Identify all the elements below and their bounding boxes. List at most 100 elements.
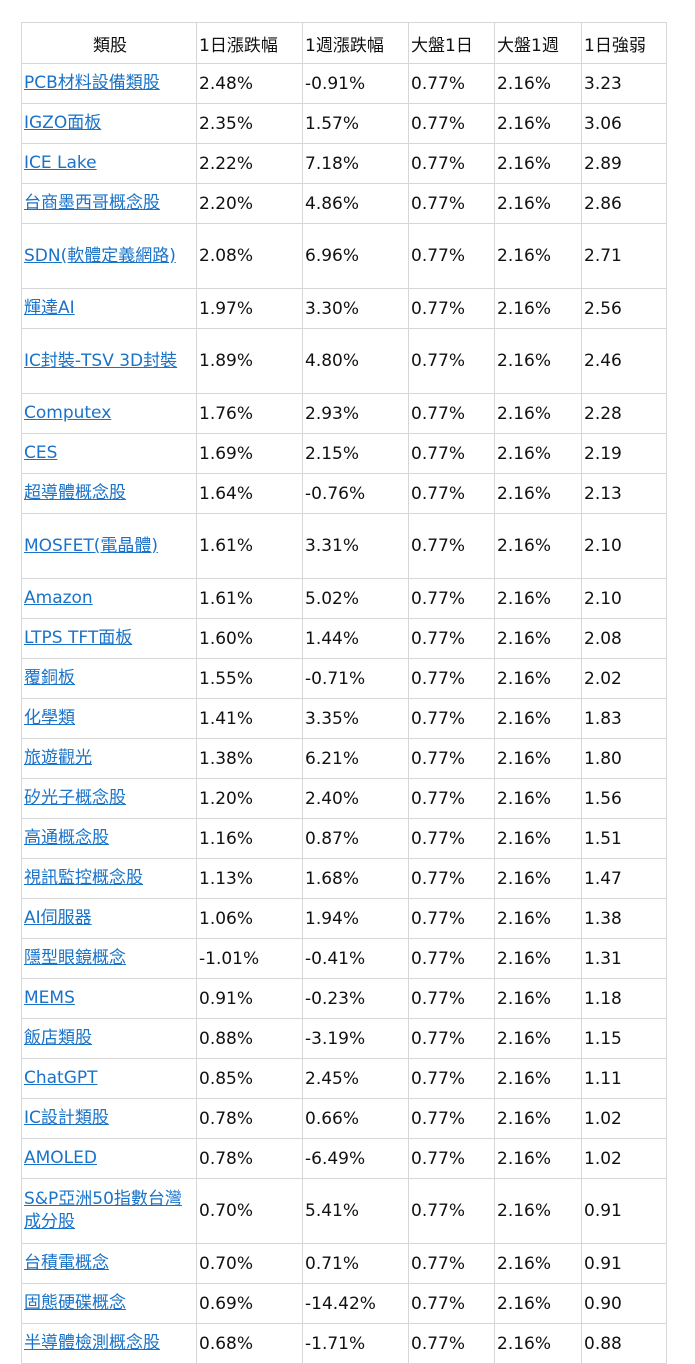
cell-1day-change: 1.20% [196,778,303,819]
cell-1day-strength: 2.13 [581,473,667,514]
cell-market-1day: 0.77% [408,103,495,144]
cell-1week-change: 4.80% [302,328,409,394]
cell-1day-strength: 2.02 [581,658,667,699]
sector-link[interactable]: 覆銅板 [24,668,75,688]
cell-sector: IGZO面板 [21,103,197,144]
cell-market-1week: 2.16% [494,698,582,739]
table-row: 矽光子概念股 1.20% 2.40% 0.77% 2.16% 1.56 [21,778,667,819]
cell-sector: 隱型眼鏡概念 [21,938,197,979]
sector-link[interactable]: IC設計類股 [24,1108,109,1128]
cell-sector: 台積電概念 [21,1243,197,1284]
cell-1week-change: 3.31% [302,513,409,579]
cell-1week-change: -1.71% [302,1323,409,1364]
sector-link[interactable]: 飯店類股 [24,1028,92,1048]
cell-sector: 台商墨西哥概念股 [21,183,197,224]
sector-link[interactable]: 矽光子概念股 [24,788,126,808]
cell-1day-strength: 1.15 [581,1018,667,1059]
table-row: Amazon 1.61% 5.02% 0.77% 2.16% 2.10 [21,578,667,619]
cell-sector: CES [21,433,197,474]
cell-sector: 高通概念股 [21,818,197,859]
cell-sector: 固態硬碟概念 [21,1283,197,1324]
cell-1day-strength: 3.23 [581,63,667,104]
sector-link[interactable]: MOSFET(電晶體) [24,535,159,556]
table-row: LTPS TFT面板 1.60% 1.44% 0.77% 2.16% 2.08 [21,618,667,659]
cell-1day-change: 0.91% [196,978,303,1019]
sector-link[interactable]: 半導體檢測概念股 [24,1333,160,1353]
sector-link[interactable]: LTPS TFT面板 [24,628,133,648]
sector-link[interactable]: 超導體概念股 [24,483,126,503]
cell-1day-strength: 1.38 [581,898,667,939]
cell-market-1week: 2.16% [494,513,582,579]
cell-1day-change: 0.78% [196,1138,303,1179]
sector-link[interactable]: 輝達AI [24,298,75,318]
table-row: 輝達AI 1.97% 3.30% 0.77% 2.16% 2.56 [21,288,667,329]
table-row: IC封裝-TSV 3D封裝 1.89% 4.80% 0.77% 2.16% 2.46 [21,328,667,394]
sector-link[interactable]: CES [24,443,58,463]
cell-1week-change: 2.15% [302,433,409,474]
cell-market-1day: 0.77% [408,223,495,289]
sector-link[interactable]: 化學類 [24,708,75,728]
cell-sector: AI伺服器 [21,898,197,939]
cell-market-1day: 0.77% [408,433,495,474]
cell-1day-change: 1.06% [196,898,303,939]
cell-market-1week: 2.16% [494,143,582,184]
cell-market-1week: 2.16% [494,938,582,979]
cell-1week-change: 2.93% [302,393,409,434]
table-row: S&P亞洲50指數台灣成分股 0.70% 5.41% 0.77% 2.16% 0.91 [21,1178,667,1244]
cell-1day-change: 1.38% [196,738,303,779]
cell-1week-change: -3.19% [302,1018,409,1059]
cell-market-1day: 0.77% [408,1323,495,1364]
cell-1week-change: 4.86% [302,183,409,224]
table-row: 台積電概念 0.70% 0.71% 0.77% 2.16% 0.91 [21,1243,667,1284]
cell-sector: 超導體概念股 [21,473,197,514]
cell-1week-change: -6.49% [302,1138,409,1179]
sector-link[interactable]: 隱型眼鏡概念 [24,948,126,968]
sector-link[interactable]: IC封裝-TSV 3D封裝 [24,350,178,371]
table-row: 覆銅板 1.55% -0.71% 0.77% 2.16% 2.02 [21,658,667,699]
sector-link[interactable]: MEMS [24,988,75,1008]
cell-market-1week: 2.16% [494,578,582,619]
sector-link[interactable]: ICE Lake [24,153,97,173]
cell-1week-change: 6.96% [302,223,409,289]
cell-1day-change: 1.61% [196,578,303,619]
sector-link[interactable]: S&P亞洲50指數台灣成分股 [24,1189,182,1232]
sector-link[interactable]: Computex [24,403,112,423]
sector-link[interactable]: 高通概念股 [24,828,109,848]
cell-market-1week: 2.16% [494,738,582,779]
cell-market-1day: 0.77% [408,1098,495,1139]
sector-link[interactable]: 台積電概念 [24,1253,109,1273]
table-row: MOSFET(電晶體) 1.61% 3.31% 0.77% 2.16% 2.10 [21,513,667,579]
cell-1week-change: -0.23% [302,978,409,1019]
cell-sector: 半導體檢測概念股 [21,1323,197,1364]
table-row: AI伺服器 1.06% 1.94% 0.77% 2.16% 1.38 [21,898,667,939]
cell-market-1day: 0.77% [408,898,495,939]
sector-link[interactable]: AI伺服器 [24,908,92,928]
cell-1week-change: 3.35% [302,698,409,739]
sector-link[interactable]: Amazon [24,588,93,608]
cell-1day-strength: 1.02 [581,1098,667,1139]
sector-link[interactable]: 旅遊觀光 [24,748,92,768]
table-row: 超導體概念股 1.64% -0.76% 0.77% 2.16% 2.13 [21,473,667,514]
sector-link[interactable]: SDN(軟體定義網路) [24,245,176,266]
table-row: 固態硬碟概念 0.69% -14.42% 0.77% 2.16% 0.90 [21,1283,667,1324]
sector-link[interactable]: IGZO面板 [24,113,102,133]
cell-1day-change: 0.70% [196,1178,303,1244]
sector-link[interactable]: PCB材料設備類股 [24,73,160,93]
cell-market-1week: 2.16% [494,223,582,289]
sector-link[interactable]: 台商墨西哥概念股 [24,193,160,213]
sector-link[interactable]: 固態硬碟概念 [24,1293,126,1313]
cell-market-1day: 0.77% [408,658,495,699]
cell-1day-change: 1.61% [196,513,303,579]
cell-1week-change: 1.94% [302,898,409,939]
cell-market-1week: 2.16% [494,288,582,329]
cell-1day-change: 1.64% [196,473,303,514]
cell-1day-strength: 1.80 [581,738,667,779]
cell-market-1week: 2.16% [494,978,582,1019]
table-row: 化學類 1.41% 3.35% 0.77% 2.16% 1.83 [21,698,667,739]
cell-market-1week: 2.16% [494,328,582,394]
cell-market-1day: 0.77% [408,1018,495,1059]
cell-market-1week: 2.16% [494,778,582,819]
sector-link[interactable]: ChatGPT [24,1068,98,1088]
sector-link[interactable]: AMOLED [24,1148,97,1168]
sector-link[interactable]: 視訊監控概念股 [24,868,143,888]
